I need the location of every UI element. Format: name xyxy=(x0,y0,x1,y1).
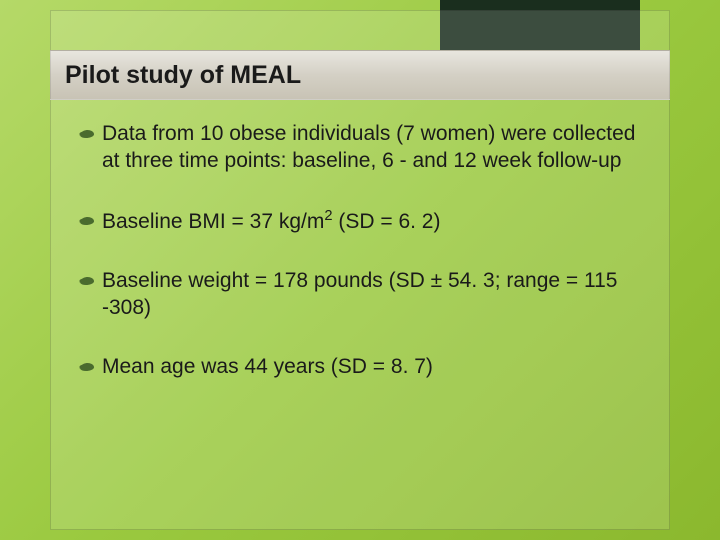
bullet-item: ∼ Baseline BMI = 37 kg/m2 (SD = 6. 2) xyxy=(80,207,640,235)
bullet-marker-icon: ∼ xyxy=(78,209,93,232)
title-bar: Pilot study of MEAL xyxy=(50,50,670,100)
bullet-item: ∼ Data from 10 obese individuals (7 wome… xyxy=(80,120,640,175)
bullet-text: Mean age was 44 years (SD = 8. 7) xyxy=(102,355,433,378)
slide-content: ∼ Data from 10 obese individuals (7 wome… xyxy=(80,120,640,413)
bullet-text: Data from 10 obese individuals (7 women)… xyxy=(102,122,635,172)
bullet-item: ∼ Mean age was 44 years (SD = 8. 7) xyxy=(80,353,640,380)
bullet-marker-icon: ∼ xyxy=(78,355,93,378)
bullet-marker-icon: ∼ xyxy=(78,269,93,292)
bullet-text: Baseline weight = 178 pounds (SD ± 54. 3… xyxy=(102,269,617,319)
bullet-text: Baseline BMI = 37 kg/m2 (SD = 6. 2) xyxy=(102,210,440,233)
slide-title: Pilot study of MEAL xyxy=(65,61,301,90)
bullet-marker-icon: ∼ xyxy=(78,122,93,145)
bullet-item: ∼ Baseline weight = 178 pounds (SD ± 54.… xyxy=(80,267,640,322)
